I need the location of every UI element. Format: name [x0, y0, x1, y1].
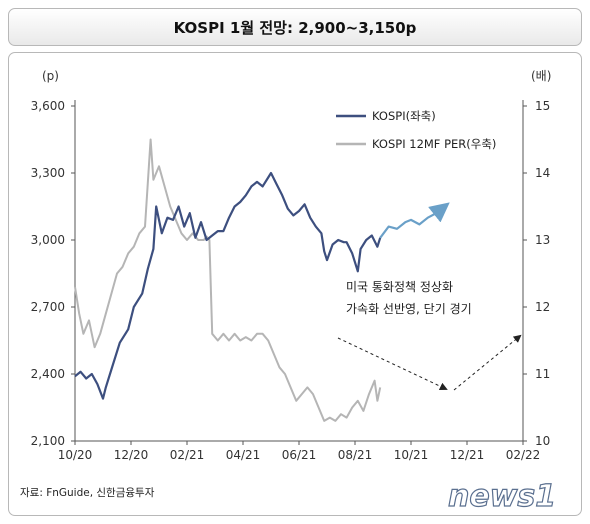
annotation-line-2: 가속화 선반영, 단기 경기 [346, 302, 472, 316]
kospi-line [74, 171, 382, 400]
left-tick-label: 2,100 [31, 434, 65, 448]
left-axis-unit: (p) [42, 69, 59, 83]
annotation-arrow-down [337, 337, 448, 391]
right-tick-label: 11 [535, 367, 550, 381]
chart-title-banner: KOSPI 1월 전망: 2,900~3,150p [8, 8, 582, 46]
left-tick-label: 2,700 [31, 300, 65, 314]
right-tick-label: 10 [535, 434, 550, 448]
x-tick-label: 12/20 [114, 448, 149, 462]
x-tick-label: 10/20 [58, 448, 93, 462]
left-tick-label: 3,600 [31, 99, 65, 113]
news1-watermark: news1 [447, 478, 556, 514]
left-tick-label: 3,000 [31, 233, 65, 247]
right-axis-unit: (배) [531, 69, 551, 83]
x-tick-label: 08/21 [338, 448, 373, 462]
chart-panel [8, 52, 582, 516]
annotation-arrow-up [453, 334, 522, 391]
right-tick-label: 13 [535, 233, 550, 247]
right-tick-label: 15 [535, 99, 550, 113]
source-note: 자료: FnGuide, 신한금융투자 [20, 487, 155, 499]
kospi-forecast-line [379, 202, 450, 239]
x-tick-label: 06/21 [282, 448, 317, 462]
right-tick-label: 14 [535, 166, 550, 180]
legend-kospi-label: KOSPI(좌축) [372, 109, 436, 123]
watermark-text: news1 [448, 479, 556, 514]
x-tick-label: 10/21 [394, 448, 429, 462]
per-line [74, 138, 382, 422]
annotation-line-1: 미국 통화정책 정상화 [346, 279, 453, 294]
legend-per-label: KOSPI 12MF PER(우축) [372, 137, 496, 151]
left-tick-label: 3,300 [31, 166, 65, 180]
right-tick-label: 12 [535, 300, 550, 314]
x-tick-label: 12/21 [450, 448, 485, 462]
chart-title: KOSPI 1월 전망: 2,900~3,150p [173, 18, 417, 37]
x-tick-label: 02/22 [506, 448, 541, 462]
left-tick-label: 2,400 [31, 367, 65, 381]
x-tick-label: 04/21 [226, 448, 261, 462]
x-tick-label: 02/21 [170, 448, 205, 462]
